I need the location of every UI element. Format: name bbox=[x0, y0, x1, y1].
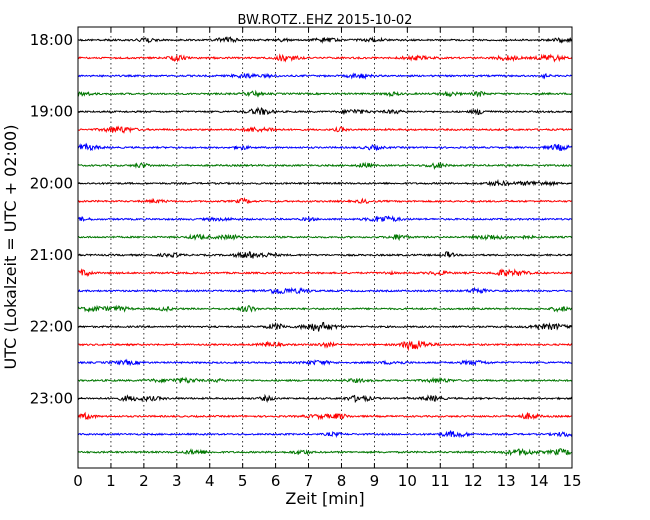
x-tick-label: 9 bbox=[370, 472, 380, 490]
trace-line bbox=[77, 53, 573, 63]
x-tick-label: 14 bbox=[530, 472, 549, 490]
trace-line bbox=[77, 393, 573, 404]
trace-line bbox=[77, 196, 573, 205]
x-tick-label: 10 bbox=[398, 472, 417, 490]
y-tick-label: 18:00 bbox=[30, 31, 73, 49]
x-tick-label: 15 bbox=[562, 472, 581, 490]
y-axis: 18:00 19:00 20:00 21:00 22:00 23:00 bbox=[30, 31, 572, 407]
trace-line bbox=[77, 36, 573, 44]
chart-title: BW.ROTZ..EHZ 2015-10-02 bbox=[238, 13, 413, 28]
x-tick-label: 1 bbox=[106, 472, 116, 490]
trace-line bbox=[77, 286, 573, 295]
x-tick-label: 13 bbox=[497, 472, 516, 490]
trace-line bbox=[77, 142, 573, 152]
x-tick-label: 12 bbox=[464, 472, 483, 490]
trace-group bbox=[77, 36, 573, 457]
trace-line bbox=[77, 215, 573, 223]
trace-line bbox=[77, 411, 573, 421]
trace-line bbox=[77, 304, 573, 313]
y-tick-label: 23:00 bbox=[30, 389, 73, 407]
x-tick-label: 7 bbox=[304, 472, 314, 490]
trace-line bbox=[77, 178, 573, 187]
x-axis: 0 1 2 3 4 5 6 7 8 9 10 11 12 13 14 15 bbox=[73, 27, 582, 490]
trace-line bbox=[77, 376, 573, 384]
plot-frame bbox=[77, 26, 573, 469]
x-tick-label: 2 bbox=[139, 472, 149, 490]
y-tick-label: 22:00 bbox=[30, 318, 73, 336]
x-tick-label: 5 bbox=[238, 472, 248, 490]
trace-line bbox=[77, 321, 573, 332]
y-tick-label: 20:00 bbox=[30, 174, 73, 192]
trace-line bbox=[77, 106, 573, 116]
x-tick-label: 8 bbox=[337, 472, 347, 490]
trace-line bbox=[77, 358, 573, 367]
trace-line bbox=[77, 72, 573, 80]
trace-line bbox=[77, 340, 573, 352]
x-tick-label: 3 bbox=[172, 472, 182, 490]
trace-line bbox=[77, 161, 573, 171]
y-tick-label: 19:00 bbox=[30, 103, 73, 121]
x-tick-label: 6 bbox=[271, 472, 281, 490]
x-tick-label: 4 bbox=[205, 472, 215, 490]
trace-line bbox=[77, 251, 573, 259]
trace-line bbox=[77, 448, 573, 457]
y-tick-label: 21:00 bbox=[30, 246, 73, 264]
x-tick-label: 11 bbox=[431, 472, 450, 490]
trace-line bbox=[77, 233, 573, 242]
trace-line bbox=[78, 125, 573, 134]
grid-lines bbox=[110, 27, 540, 468]
y-axis-label: UTC (Lokalzeit = UTC + 02:00) bbox=[1, 125, 20, 370]
trace-line bbox=[77, 429, 573, 439]
trace-line bbox=[77, 268, 573, 277]
trace-line bbox=[77, 89, 573, 98]
x-axis-label: Zeit [min] bbox=[285, 489, 364, 508]
x-tick-label: 0 bbox=[73, 472, 83, 490]
